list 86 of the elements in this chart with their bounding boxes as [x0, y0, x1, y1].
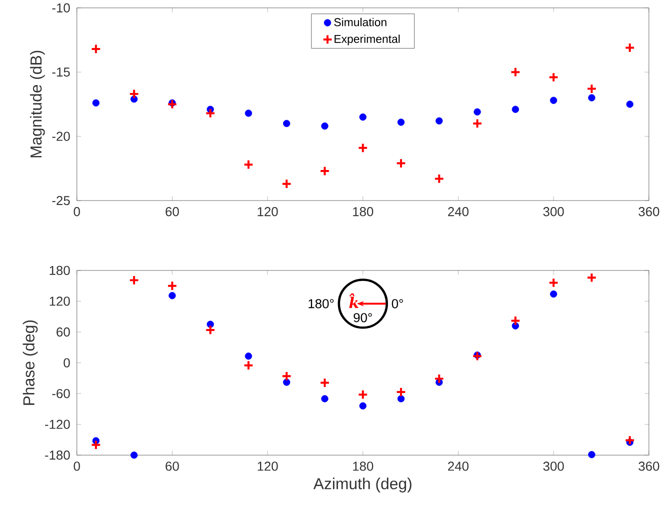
point [167, 99, 178, 110]
point [359, 113, 366, 121]
x-tick-label: 60 [166, 462, 179, 471]
point [510, 316, 521, 326]
point [474, 108, 481, 116]
y-axis-title: Phase (deg) [22, 320, 38, 405]
point [321, 122, 328, 130]
y-tick-label: -60 [52, 388, 70, 398]
point [205, 108, 216, 118]
point [588, 451, 596, 458]
point [512, 106, 520, 113]
point [243, 360, 254, 371]
x-tick-label: 180 [353, 462, 374, 471]
y-tick-label: 180 [50, 266, 70, 276]
point [244, 110, 252, 117]
y-tick-label: -20 [52, 132, 70, 141]
point [550, 290, 558, 298]
x-axis-title: Azimuth (deg) [313, 478, 412, 492]
point [283, 120, 290, 128]
point [548, 278, 559, 288]
x-tick-label: 120 [258, 462, 278, 471]
point [397, 395, 405, 402]
point [281, 370, 292, 382]
point [206, 320, 214, 328]
point [90, 440, 102, 450]
point [472, 118, 482, 129]
point [548, 72, 559, 82]
point [436, 117, 443, 124]
point [588, 94, 596, 102]
x-tick-label: 300 [543, 207, 564, 216]
y-tick-label: 60 [56, 327, 70, 337]
point [624, 435, 636, 446]
point [205, 324, 216, 336]
point [90, 44, 102, 54]
x-tick-label: 360 [638, 462, 660, 471]
point [434, 174, 444, 184]
point [624, 42, 636, 53]
y-tick-label: -180 [45, 450, 70, 460]
annotation: 0° [392, 299, 403, 308]
point [359, 402, 366, 410]
annotation: k̂ [349, 293, 358, 308]
y-tick-label: -15 [52, 68, 70, 77]
y-axis-title: Magnitude (dB) [30, 50, 45, 158]
annotation: 180° [308, 299, 334, 308]
point [396, 158, 406, 168]
x-tick-label: 360 [638, 207, 660, 216]
point [320, 378, 330, 388]
y-tick-label: -25 [52, 196, 70, 206]
legend-label: Simulation [334, 18, 386, 26]
point [243, 159, 254, 170]
point [586, 272, 597, 283]
point [472, 350, 482, 362]
x-tick-label: 180 [353, 207, 374, 216]
point [128, 88, 140, 100]
point [128, 275, 140, 286]
x-tick-label: 60 [166, 207, 179, 216]
point [321, 395, 328, 402]
point [626, 100, 634, 108]
point [283, 378, 290, 386]
y-tick-label: -120 [45, 420, 70, 429]
legend-label: Experimental [334, 34, 400, 46]
point [586, 84, 597, 94]
x-tick-label: 0 [74, 207, 80, 216]
x-tick-label: 0 [74, 462, 80, 471]
y-tick-label: 120 [50, 296, 70, 306]
point [281, 178, 292, 190]
point [434, 374, 444, 384]
point [92, 99, 100, 107]
point [397, 118, 405, 126]
point [320, 166, 330, 176]
y-tick-label: 0 [64, 358, 70, 368]
point [510, 66, 521, 78]
point [358, 142, 368, 154]
y-tick-label: -10 [52, 3, 70, 12]
point [396, 386, 406, 398]
x-tick-label: 300 [543, 462, 564, 471]
x-tick-label: 120 [258, 207, 278, 216]
point [358, 389, 368, 400]
annotation: 90° [354, 313, 372, 322]
x-tick-label: 240 [448, 207, 469, 216]
point [168, 292, 176, 300]
point [167, 280, 178, 292]
x-tick-label: 240 [448, 462, 469, 471]
point [130, 452, 138, 459]
point [244, 352, 252, 360]
point [550, 96, 558, 104]
